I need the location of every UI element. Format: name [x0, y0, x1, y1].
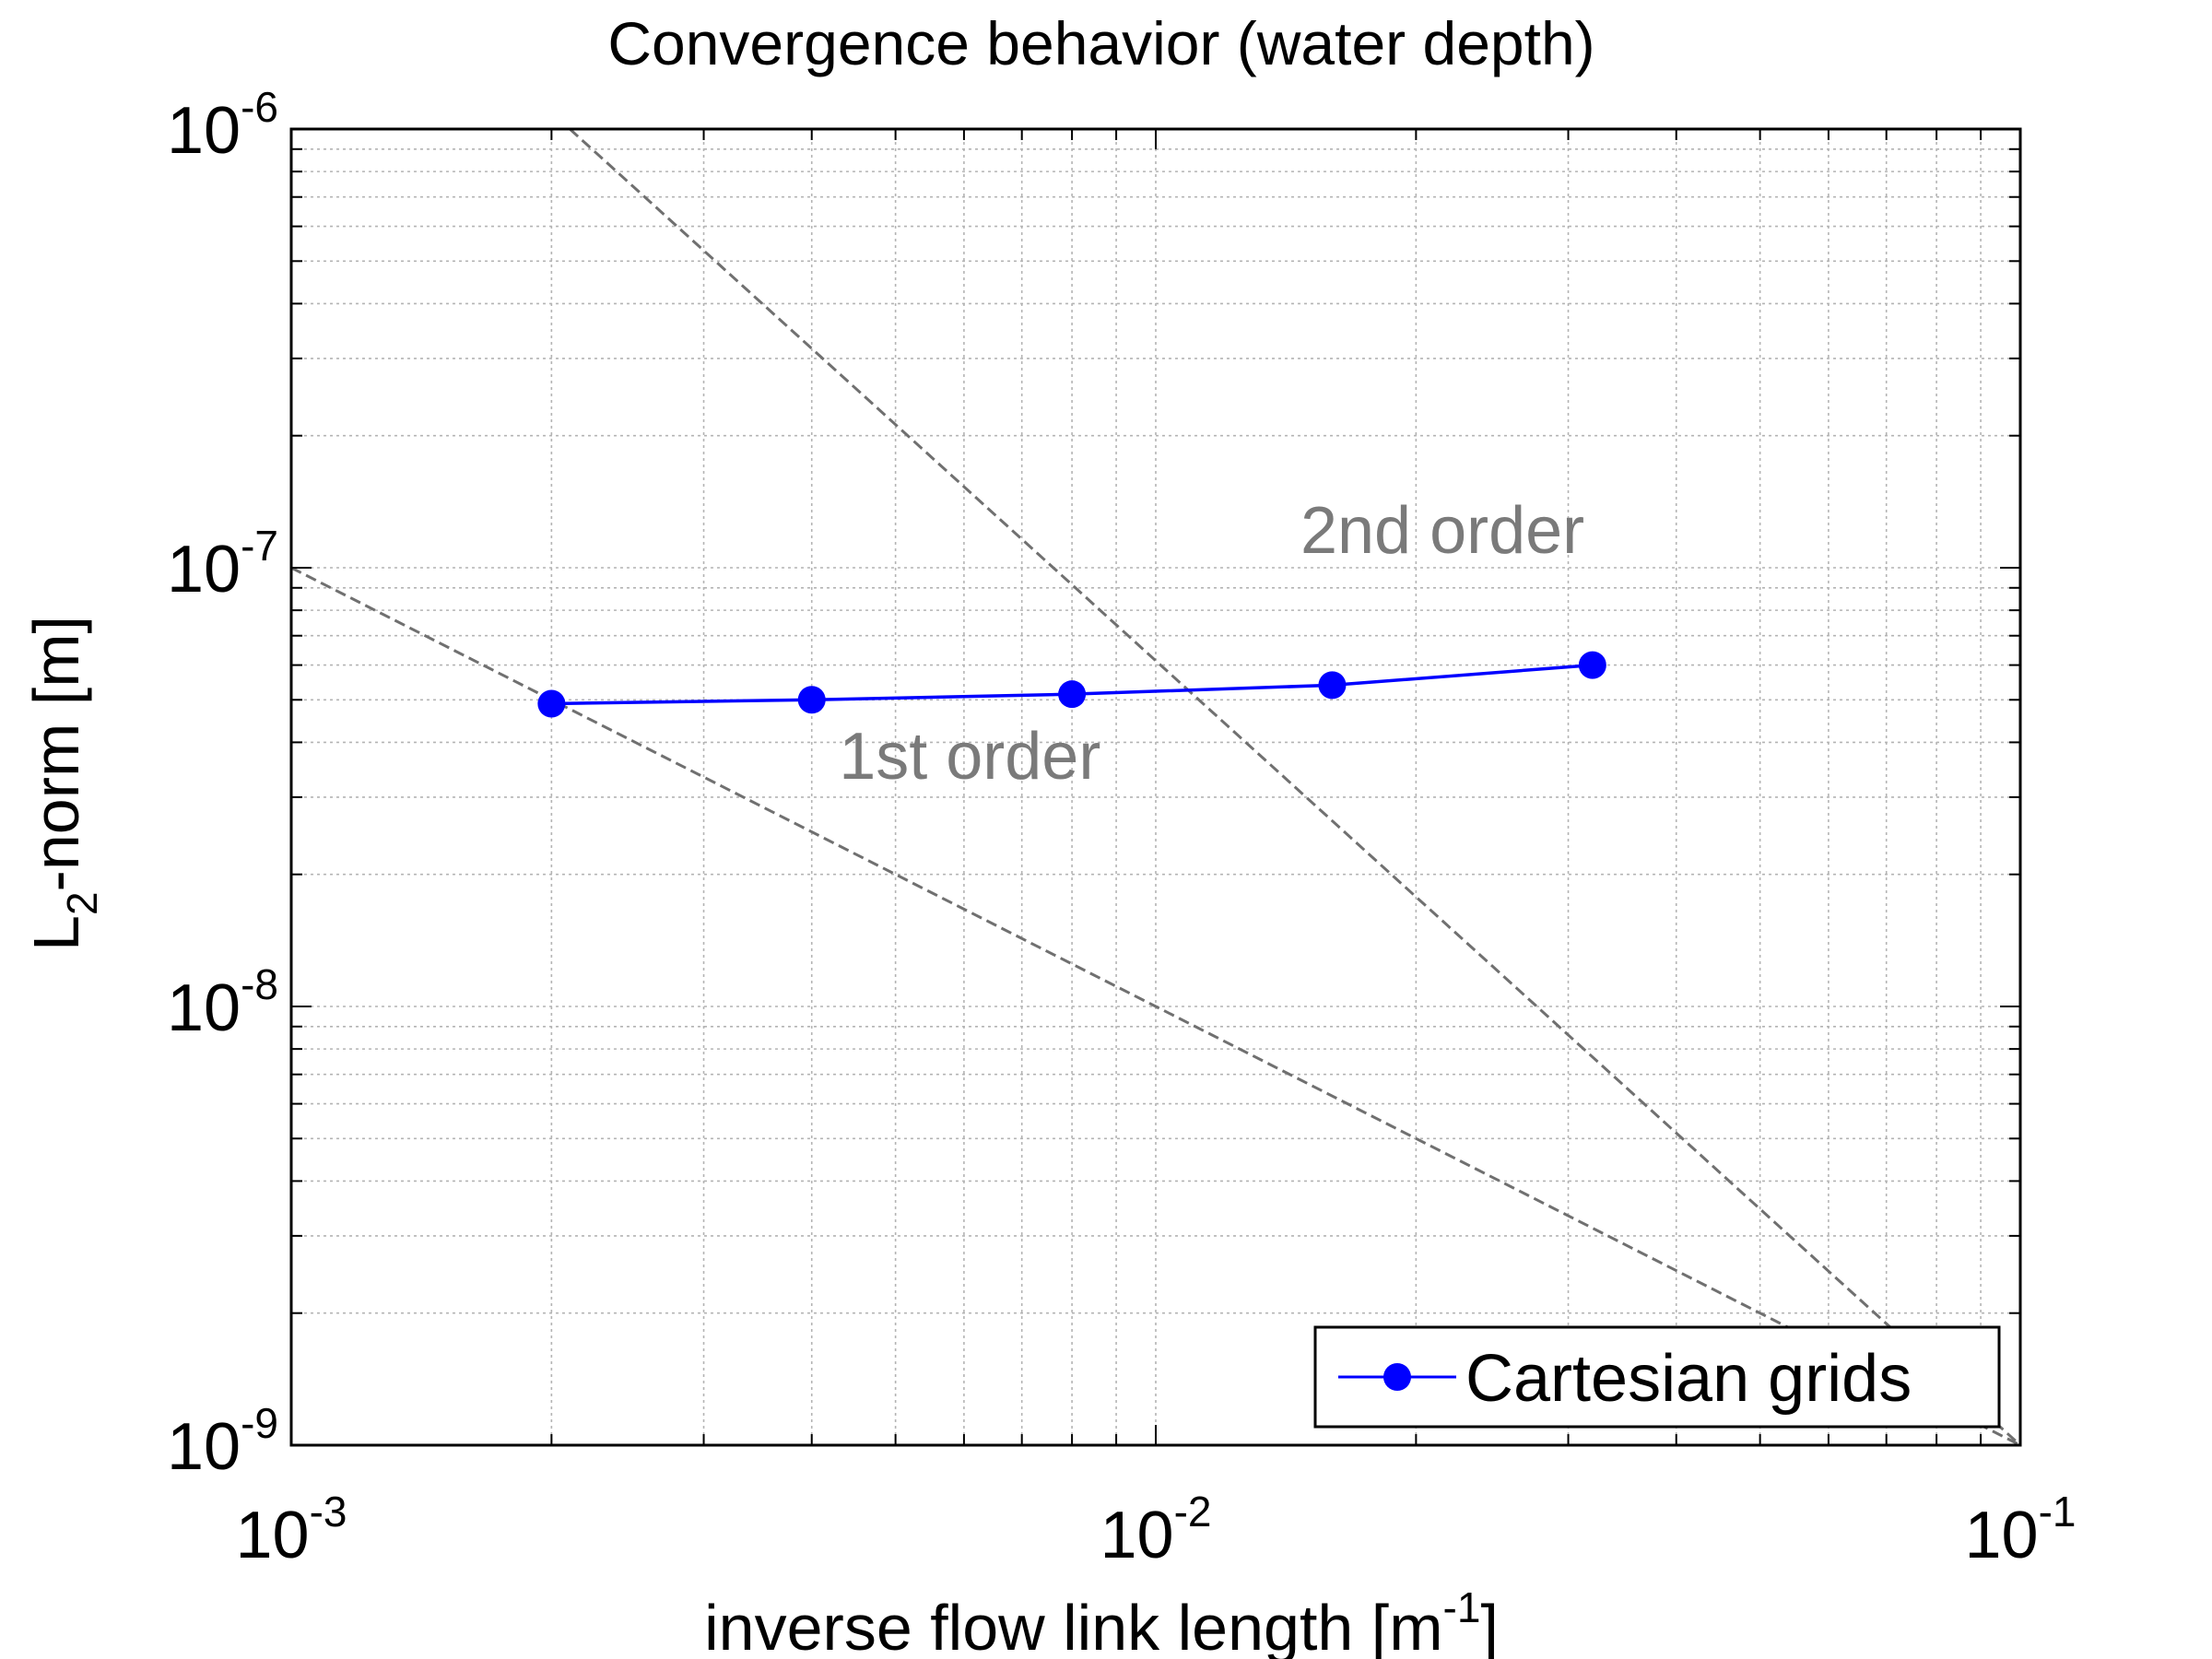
x-tick-label: 10-2	[1100, 1488, 1212, 1572]
y-axis-label: L2-norm [m]	[20, 616, 106, 951]
y-tick-label: 10-8	[167, 960, 278, 1045]
reference-line-label: 2nd order	[1300, 494, 1584, 568]
chart-title: Convergence behavior (water depth)	[607, 9, 1594, 77]
x-axis-label: inverse flow link length [m-1]	[704, 1583, 1499, 1659]
data-series	[537, 651, 1606, 718]
y-tick-label: 10-9	[167, 1399, 278, 1484]
data-point	[1318, 671, 1347, 700]
legend-label: Cartesian grids	[1465, 1342, 1912, 1416]
grid-lines	[291, 129, 2020, 1445]
reference-line-label: 1st order	[839, 720, 1100, 794]
axis-ticks: 10-3 10-2 10-1 10-9 10-8 10-7 10-6	[167, 83, 2077, 1572]
x-tick-label: 10-1	[1965, 1488, 2077, 1572]
x-tick-label: 10-3	[236, 1488, 347, 1572]
data-point	[1578, 651, 1606, 679]
reference-line	[290, 566, 2021, 1447]
reference-lines: 1st order 2nd order	[290, 127, 2022, 1447]
legend-swatch-marker	[1383, 1363, 1411, 1391]
y-tick-label: 10-6	[167, 83, 278, 168]
data-point	[537, 689, 566, 718]
y-tick-label: 10-7	[167, 522, 278, 606]
data-point	[1058, 680, 1087, 709]
legend: Cartesian grids	[1313, 1325, 2001, 1429]
reference-line	[569, 127, 2022, 1447]
data-point	[797, 686, 826, 714]
